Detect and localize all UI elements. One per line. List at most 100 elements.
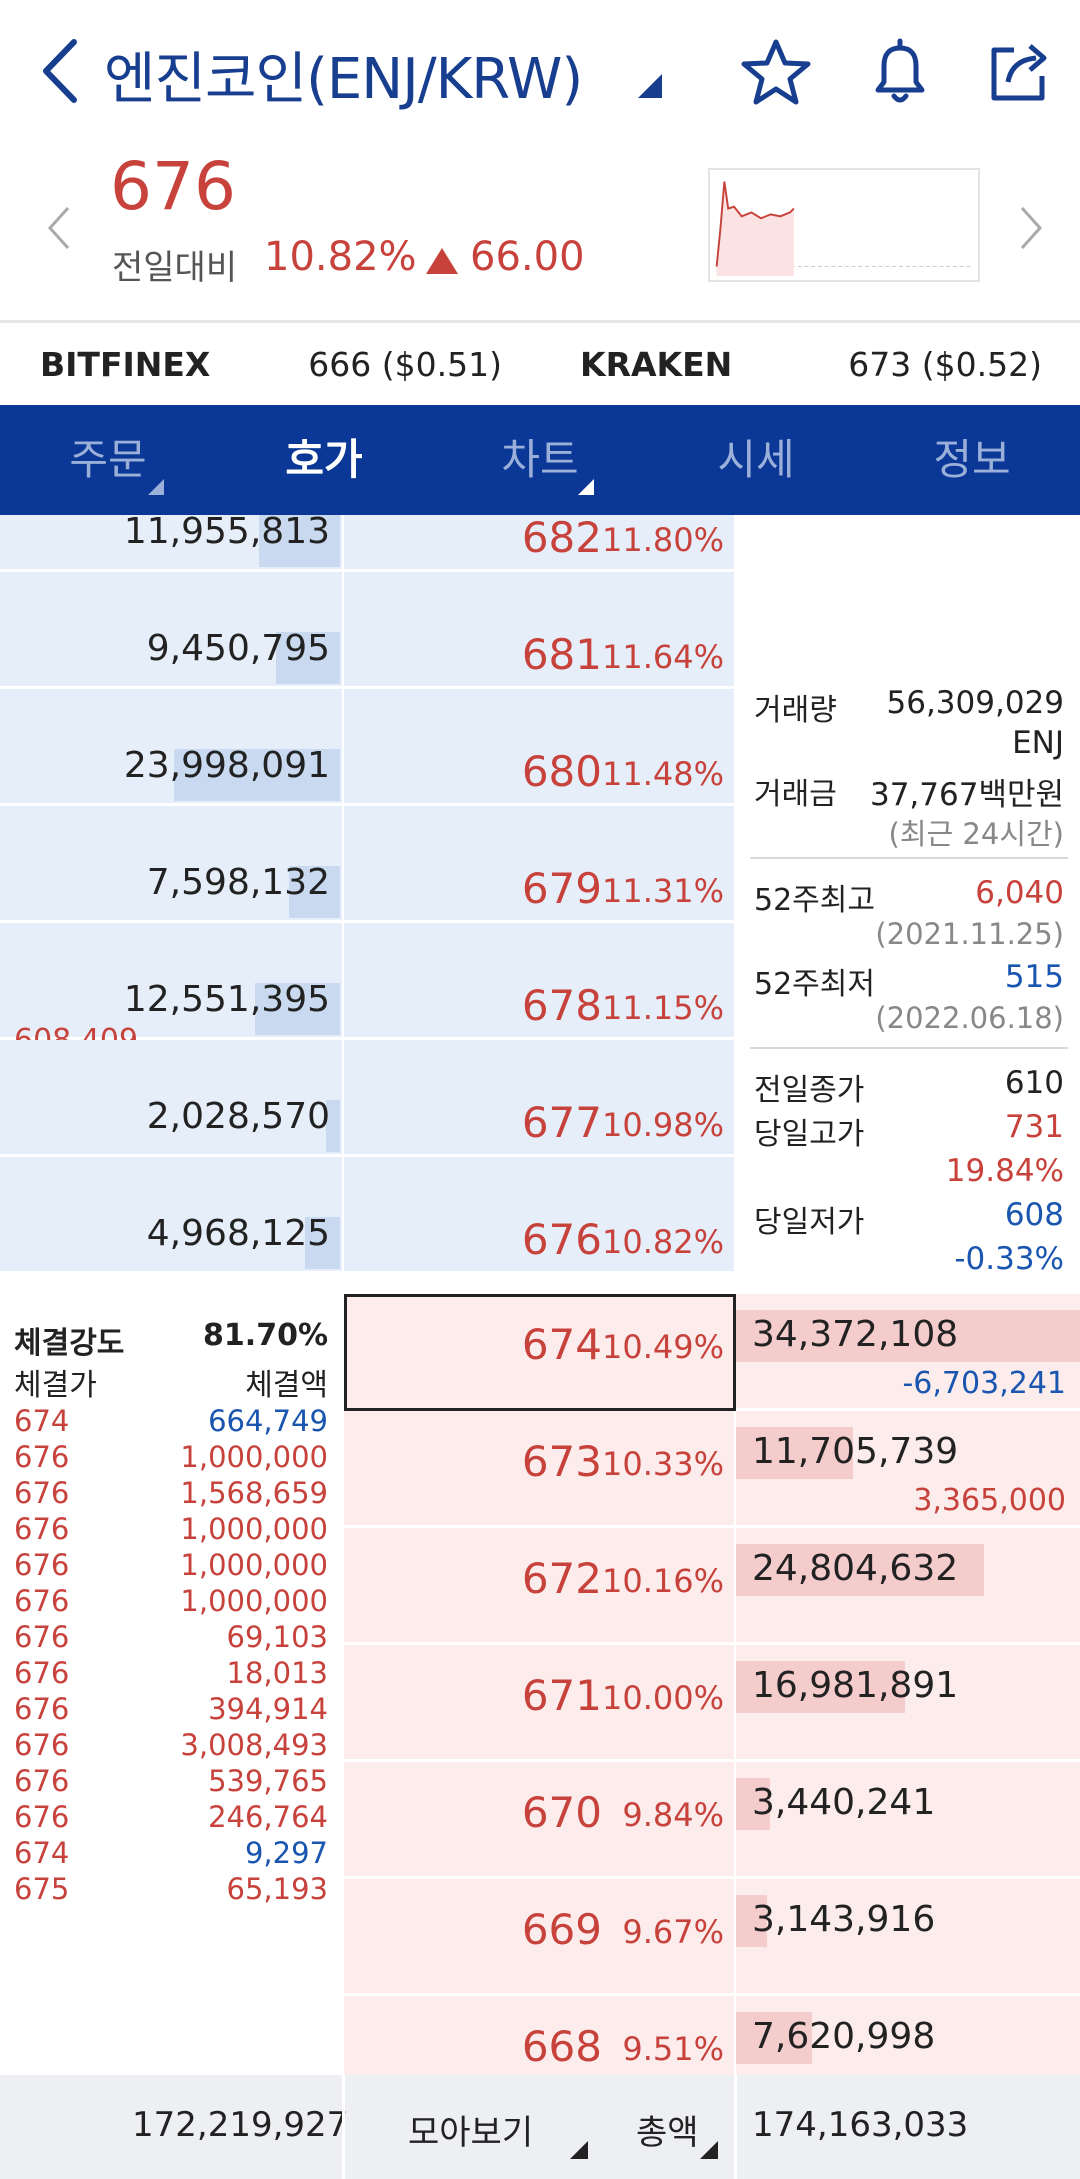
ask-price-cell[interactable]: 682 11.80% xyxy=(344,515,734,569)
exchange-price: 666 ($0.51) xyxy=(308,345,502,384)
up-triangle-icon xyxy=(426,248,458,274)
change-amount: 66.00 xyxy=(470,234,585,280)
trade-tick-list[interactable]: 체결강도 81.70% 체결가 체결액 674 664,749 676 1,000,0… xyxy=(0,1294,342,2075)
top-bar: 엔진코인(ENJ/KRW) xyxy=(0,0,1080,148)
ask-quantity: 23,998,091 xyxy=(123,745,330,786)
bell-icon[interactable] xyxy=(864,36,936,108)
day-low-value: 608 xyxy=(1004,1197,1064,1233)
ask-quantity-cell[interactable]: 9,450,795 xyxy=(0,572,342,686)
tab-chart[interactable]: 차트 xyxy=(432,405,648,515)
tab-market-price[interactable]: 시세 xyxy=(648,405,864,515)
corner-menu-icon xyxy=(700,2141,718,2159)
bid-quantity-change: -6,703,241 xyxy=(902,1366,1066,1401)
bid-quantity-cell[interactable]: 34,372,108 -6,703,241 xyxy=(736,1294,1080,1408)
bid-volume-bar xyxy=(736,2012,812,2064)
bid-price-cell[interactable]: 671 10.00% xyxy=(344,1645,734,1759)
ask-quantity-cell[interactable]: 23,998,091 xyxy=(0,689,342,803)
tab-info[interactable]: 정보 xyxy=(864,405,1080,515)
trade-amount: 1,000,000 xyxy=(180,1440,328,1474)
bid-quantity-cell[interactable]: 16,981,891 xyxy=(736,1645,1080,1759)
bid-total: 174,163,033 xyxy=(752,2105,969,2145)
bid-quantity-cell[interactable]: 11,705,739 3,365,000 xyxy=(736,1411,1080,1525)
prev-coin-icon[interactable] xyxy=(40,198,80,258)
trade-amount-header: 체결액 xyxy=(245,1368,328,1403)
bid-price-cell[interactable]: 674 10.49% xyxy=(344,1294,734,1408)
change-percent: 10.82% xyxy=(264,234,417,280)
next-coin-icon[interactable] xyxy=(1010,198,1050,258)
bid-price: 668 xyxy=(521,2022,602,2071)
current-price: 676 xyxy=(110,148,236,225)
high52-label: 52주최고 xyxy=(754,883,875,918)
star-icon[interactable] xyxy=(740,36,812,108)
ask-quantity-cell[interactable]: 2,028,570 xyxy=(0,1040,342,1154)
ask-volume-bar xyxy=(255,983,340,1035)
ask-quantity: 12,551,395 xyxy=(123,979,330,1020)
bid-price-cell[interactable]: 670 9.84% xyxy=(344,1762,734,1876)
volume-label: 거래량 xyxy=(754,693,837,728)
bid-price-percent: 9.67% xyxy=(622,1913,724,1951)
trade-price: 676 xyxy=(14,1728,70,1762)
ask-price-cell[interactable]: 676 10.82% xyxy=(344,1157,734,1271)
share-icon[interactable] xyxy=(984,36,1056,108)
tab-orderbook[interactable]: 호가 xyxy=(216,405,594,515)
ask-price-percent: 11.80% xyxy=(601,521,724,559)
bid-price-cell[interactable]: 672 10.16% xyxy=(344,1528,734,1642)
ask-quantity-cell[interactable]: 11,955,813 xyxy=(0,515,342,569)
bid-quantity: 34,372,108 xyxy=(752,1314,959,1355)
bid-price-cell[interactable]: 673 10.33% xyxy=(344,1411,734,1525)
bid-volume-bar xyxy=(736,1427,853,1479)
trade-price: 676 xyxy=(14,1476,70,1510)
ask-price: 680 xyxy=(521,747,602,796)
ask-volume-bar xyxy=(305,1217,340,1269)
prev-close-value: 610 xyxy=(1004,1065,1064,1101)
ask-price-cell[interactable]: 679 11.31% xyxy=(344,806,734,920)
bid-quantity: 11,705,739 xyxy=(752,1431,959,1472)
ask-quantity-cell[interactable]: 12,551,395608,409 xyxy=(0,923,342,1058)
sparkline-chart[interactable] xyxy=(708,168,980,282)
bid-price-cell[interactable]: 668 9.51% xyxy=(344,1996,734,2075)
trade-price: 676 xyxy=(14,1800,70,1834)
ask-quantity: 4,968,125 xyxy=(146,1213,330,1254)
ask-price-cell[interactable]: 678 11.15% xyxy=(344,923,734,1037)
ask-price-cell[interactable]: 680 11.48% xyxy=(344,689,734,803)
ask-volume-bar xyxy=(276,632,340,684)
corner-menu-icon xyxy=(570,2141,588,2159)
ask-price: 677 xyxy=(521,1098,602,1147)
bid-quantity-cell[interactable]: 7,620,998 xyxy=(736,1996,1080,2075)
ask-price-percent: 11.64% xyxy=(601,638,724,676)
market-info-panel: 거래량 56,309,029 ENJ 거래금 37,767백만원 (최근 24시… xyxy=(736,515,1080,1294)
volume-unit: ENJ xyxy=(1012,725,1064,761)
caret-down-icon[interactable] xyxy=(636,72,666,100)
trade-amount: 18,013 xyxy=(226,1656,328,1690)
orderbook-footer: 172,219,927 모아보기 총액 174,163,033 xyxy=(0,2075,1080,2179)
page-title[interactable]: 엔진코인(ENJ/KRW) xyxy=(104,47,583,112)
amount-value: 37,767백만원 xyxy=(869,777,1064,813)
bid-quantity: 3,440,241 xyxy=(752,1782,936,1823)
group-view-button[interactable]: 모아보기 xyxy=(408,2113,534,2153)
bid-quantity-change: 3,365,000 xyxy=(913,1483,1066,1518)
ask-quantity: 11,955,813 xyxy=(123,515,330,552)
ask-price-cell[interactable]: 681 11.64% xyxy=(344,572,734,686)
bid-price-cell[interactable]: 669 9.67% xyxy=(344,1879,734,1993)
bid-volume-bar xyxy=(736,1661,905,1713)
trade-amount: 1,568,659 xyxy=(180,1476,328,1510)
bid-quantity-cell[interactable]: 24,804,632 xyxy=(736,1528,1080,1642)
ask-price-cell[interactable]: 677 10.98% xyxy=(344,1040,734,1154)
bid-price-percent: 9.51% xyxy=(622,2030,724,2068)
ask-price-percent: 11.15% xyxy=(601,989,724,1027)
bid-quantity-cell[interactable]: 3,143,916 xyxy=(736,1879,1080,1993)
low52-value: 515 xyxy=(1004,959,1064,995)
bid-price-percent: 10.16% xyxy=(601,1562,724,1600)
trade-price: 676 xyxy=(14,1620,70,1654)
back-icon[interactable] xyxy=(36,36,86,106)
bid-quantity-cell[interactable]: 3,440,241 xyxy=(736,1762,1080,1876)
ask-quantity-cell[interactable]: 7,598,132 xyxy=(0,806,342,920)
ask-price-percent: 11.48% xyxy=(601,755,724,793)
total-toggle-button[interactable]: 총액 xyxy=(636,2113,699,2153)
amount-label: 거래금 xyxy=(754,777,837,812)
ask-quantity-cell[interactable]: 4,968,125 xyxy=(0,1157,342,1271)
divider xyxy=(750,857,1068,859)
bid-price: 672 xyxy=(521,1554,602,1603)
tab-order[interactable]: 주문 xyxy=(0,405,216,515)
tab-label: 정보 xyxy=(933,435,1011,484)
